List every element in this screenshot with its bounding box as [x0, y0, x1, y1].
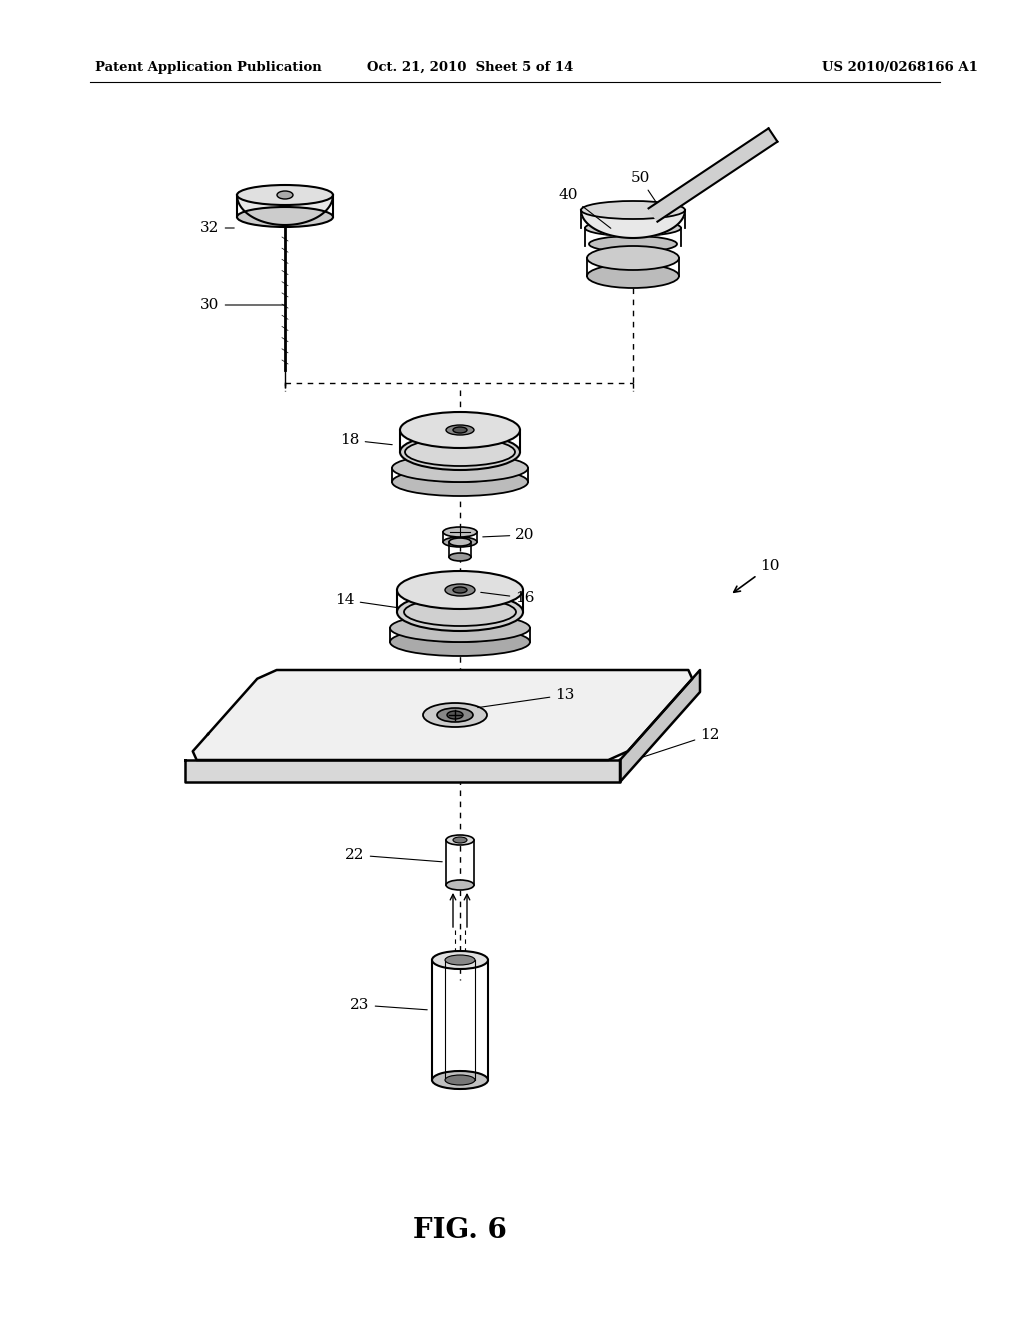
Text: 23: 23 [350, 998, 427, 1012]
Text: 13: 13 [478, 688, 574, 708]
Ellipse shape [237, 207, 333, 227]
Text: 16: 16 [480, 591, 535, 605]
Ellipse shape [400, 412, 520, 447]
Text: 30: 30 [201, 298, 286, 312]
Ellipse shape [437, 708, 473, 722]
Text: 20: 20 [482, 528, 535, 543]
Ellipse shape [447, 711, 463, 719]
Ellipse shape [397, 593, 523, 631]
Polygon shape [620, 671, 700, 781]
Ellipse shape [445, 954, 475, 965]
Ellipse shape [453, 426, 467, 433]
Ellipse shape [392, 469, 528, 496]
Ellipse shape [587, 264, 679, 288]
Ellipse shape [406, 454, 515, 482]
Ellipse shape [406, 438, 515, 466]
Polygon shape [581, 210, 685, 238]
Ellipse shape [404, 614, 516, 642]
Text: Patent Application Publication: Patent Application Publication [95, 61, 322, 74]
Text: 14: 14 [335, 593, 397, 607]
Ellipse shape [432, 950, 488, 969]
Text: FIG. 6: FIG. 6 [413, 1217, 507, 1243]
Ellipse shape [446, 880, 474, 890]
Ellipse shape [445, 583, 475, 597]
Ellipse shape [390, 614, 530, 642]
Ellipse shape [449, 539, 471, 546]
Text: 10: 10 [734, 558, 779, 593]
Polygon shape [237, 195, 333, 224]
Text: 22: 22 [345, 847, 442, 862]
Ellipse shape [453, 837, 467, 843]
Ellipse shape [443, 527, 477, 537]
Ellipse shape [587, 246, 679, 271]
Ellipse shape [445, 1074, 475, 1085]
Ellipse shape [404, 598, 516, 626]
Ellipse shape [443, 537, 477, 546]
Text: 50: 50 [631, 172, 656, 203]
Text: 32: 32 [201, 220, 234, 235]
Polygon shape [648, 128, 777, 222]
Ellipse shape [589, 236, 677, 252]
Text: US 2010/0268166 A1: US 2010/0268166 A1 [822, 61, 978, 74]
Ellipse shape [400, 434, 520, 470]
Polygon shape [193, 671, 692, 760]
Ellipse shape [581, 201, 685, 219]
Text: 18: 18 [340, 433, 392, 447]
Text: 12: 12 [643, 729, 720, 758]
Ellipse shape [446, 425, 474, 436]
Ellipse shape [423, 704, 487, 727]
Text: Oct. 21, 2010  Sheet 5 of 14: Oct. 21, 2010 Sheet 5 of 14 [367, 61, 573, 74]
Ellipse shape [397, 572, 523, 609]
Text: 40: 40 [558, 187, 610, 228]
Polygon shape [185, 760, 620, 781]
Ellipse shape [453, 587, 467, 593]
Ellipse shape [392, 454, 528, 482]
Ellipse shape [446, 836, 474, 845]
Ellipse shape [585, 220, 681, 236]
Ellipse shape [237, 185, 333, 205]
Ellipse shape [432, 1071, 488, 1089]
Ellipse shape [278, 191, 293, 199]
Ellipse shape [449, 553, 471, 561]
Ellipse shape [390, 628, 530, 656]
